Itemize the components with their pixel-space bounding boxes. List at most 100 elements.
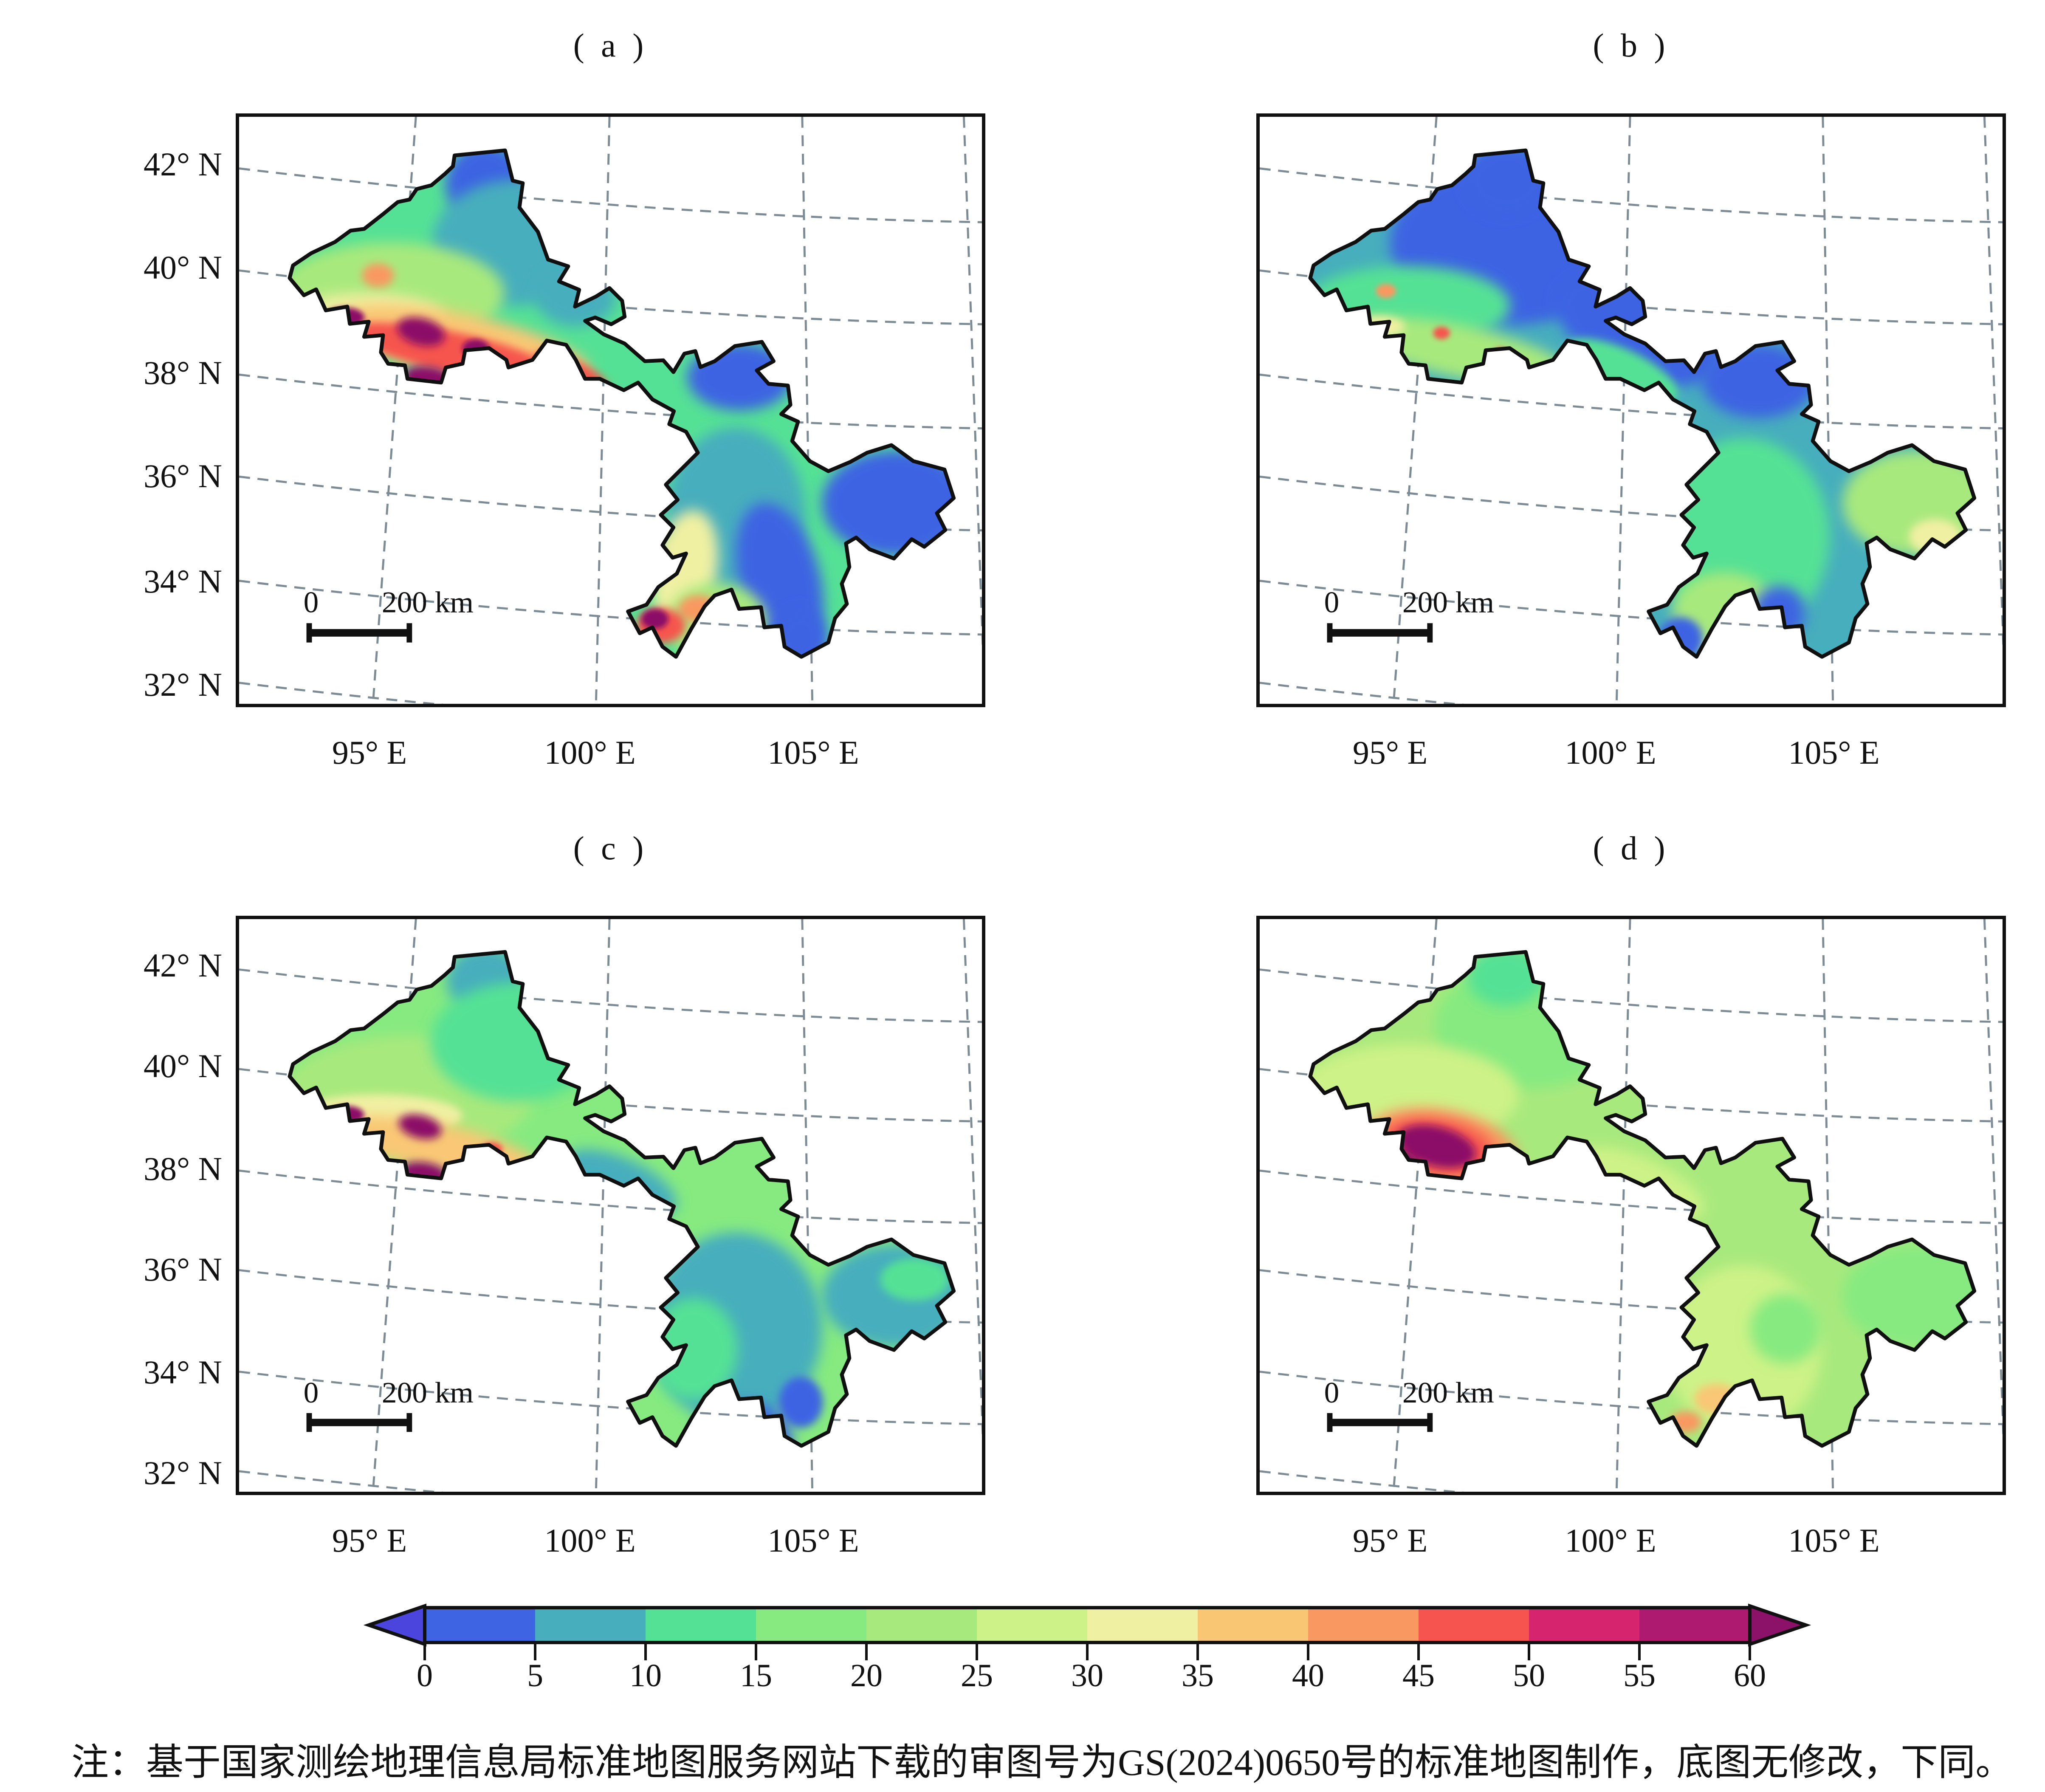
value-region [1543, 990, 1565, 1004]
lon-tick-label: 105° E [1788, 734, 1880, 771]
lat-tick-label: 36° N [143, 457, 222, 494]
value-region [1909, 519, 1961, 555]
panel-title-d: ( d ) [1593, 830, 1670, 866]
value-region [1433, 327, 1450, 339]
parallel-line [1260, 1470, 1464, 1492]
panel-title-b: ( b ) [1593, 27, 1670, 64]
lon-tick-label: 105° E [767, 734, 859, 771]
map-panel-c: 0 200 km [236, 916, 985, 1495]
lon-tick-label: 95° E [332, 734, 407, 771]
colorbar-segment [646, 1608, 756, 1642]
lon-tick-label: 105° E [1788, 1522, 1880, 1559]
meridian-line [1983, 117, 2003, 651]
map-svg-c: 0 200 km [239, 919, 982, 1492]
scale-bar-endcap [1327, 623, 1333, 643]
lat-tick-label: 34° N [143, 563, 222, 600]
lat-tick-label: 40° N [143, 249, 222, 286]
lon-tick-label: 100° E [1565, 1522, 1656, 1559]
colorbar-segment [866, 1608, 977, 1642]
province-outline [288, 950, 956, 1448]
scale-bar-endcap [1427, 1413, 1433, 1432]
scale-bar-endcap [306, 1413, 312, 1432]
meridian-line [595, 117, 611, 704]
value-region [430, 982, 604, 1102]
meridian-line [962, 117, 982, 651]
graticule [1260, 117, 2003, 704]
meridian-line [1615, 919, 1631, 1492]
colorbar-tick-label: 5 [527, 1658, 543, 1693]
scale-bar-distance-label: 200 km [382, 586, 474, 619]
value-region [1842, 1245, 1974, 1347]
map-svg-d: 0 200 km [1260, 919, 2003, 1492]
scale-bar: 0 200 km [304, 586, 474, 643]
meridian-line [962, 919, 982, 1440]
colorbar-tick-label: 60 [1734, 1658, 1766, 1693]
colorbar-tick-label: 0 [417, 1658, 433, 1693]
parallel-line [1260, 1371, 2003, 1425]
graticule [1260, 919, 2003, 1492]
panel-title-c: ( c ) [573, 830, 648, 866]
parallel-line [1260, 373, 2003, 429]
value-region [1400, 380, 1414, 391]
lon-tick-label: 100° E [544, 734, 636, 771]
scale-bar-distance-label: 200 km [1402, 1377, 1494, 1409]
scale-bar-endcap [406, 1413, 412, 1432]
graticule [239, 117, 982, 704]
meridian-line [1615, 117, 1631, 704]
parallel-line [239, 579, 982, 636]
scale-bar-distance-label: 200 km [1402, 586, 1494, 619]
parallel-line [239, 682, 444, 704]
value-region [397, 317, 445, 347]
scale-bar-zero-label: 0 [1324, 1377, 1340, 1409]
lat-tick-label: 36° N [143, 1251, 222, 1288]
value-region [1753, 586, 1806, 638]
value-region [1699, 633, 1763, 657]
scale-bar-endcap [1427, 623, 1433, 643]
scale-bar-line [1329, 629, 1430, 637]
colorbar-segment [1529, 1608, 1639, 1642]
lat-tick-label: 38° N [143, 354, 222, 391]
colorbar-left-arrow [363, 1603, 426, 1647]
parallel-line [1260, 1169, 2003, 1224]
parallel-line [1260, 968, 2003, 1023]
map-svg-a: 0 200 km [239, 117, 982, 704]
colorbar-border [423, 1606, 1752, 1644]
province-outline [1308, 148, 1977, 659]
value-region [880, 1258, 949, 1301]
parallel-line [239, 1470, 444, 1492]
lon-tick-label: 105° E [767, 1522, 859, 1559]
scale-bar-zero-label: 0 [304, 586, 319, 619]
province-outline [288, 148, 956, 659]
graticule [239, 919, 982, 1492]
value-region [362, 263, 394, 288]
colorbar-segment [1198, 1608, 1308, 1642]
colorbar-segment [1419, 1608, 1529, 1642]
value-region [779, 1377, 823, 1428]
lon-tick-label: 95° E [332, 1522, 407, 1559]
colorbar-tick-label: 40 [1292, 1658, 1324, 1693]
colorbar-segment [425, 1608, 535, 1642]
map-panel-b: 0 200 km [1256, 113, 2006, 707]
colorbar-segment [756, 1608, 866, 1642]
colorbar [363, 1603, 1811, 1660]
lat-tick-label: 42° N [143, 146, 222, 183]
value-region [687, 343, 793, 411]
scale-bar-endcap [1327, 1413, 1333, 1432]
scale-bar-line [309, 1419, 410, 1426]
scale-bar-zero-label: 0 [304, 1377, 319, 1409]
colorbar-tick-label: 50 [1513, 1658, 1545, 1693]
parallel-line [239, 373, 982, 429]
meridian-line [1983, 919, 2003, 1440]
map-panel-a: 0 200 km [236, 113, 985, 707]
lat-tick-label: 40° N [143, 1047, 222, 1084]
figure-note: 注：基于国家测绘地理信息局标准地图服务网站下载的审图号为GS(2024)0650… [71, 1742, 2013, 1784]
lat-tick-label: 38° N [143, 1150, 222, 1187]
map-svg-b: 0 200 km [1260, 117, 2003, 704]
value-region [1397, 1125, 1475, 1168]
value-region [1467, 952, 1545, 1006]
colorbar-segment [1087, 1608, 1198, 1642]
colorbar-right-arrow [1748, 1603, 1811, 1647]
scale-bar-line [1329, 1419, 1430, 1426]
map-panel-d: 0 200 km [1256, 916, 2006, 1495]
